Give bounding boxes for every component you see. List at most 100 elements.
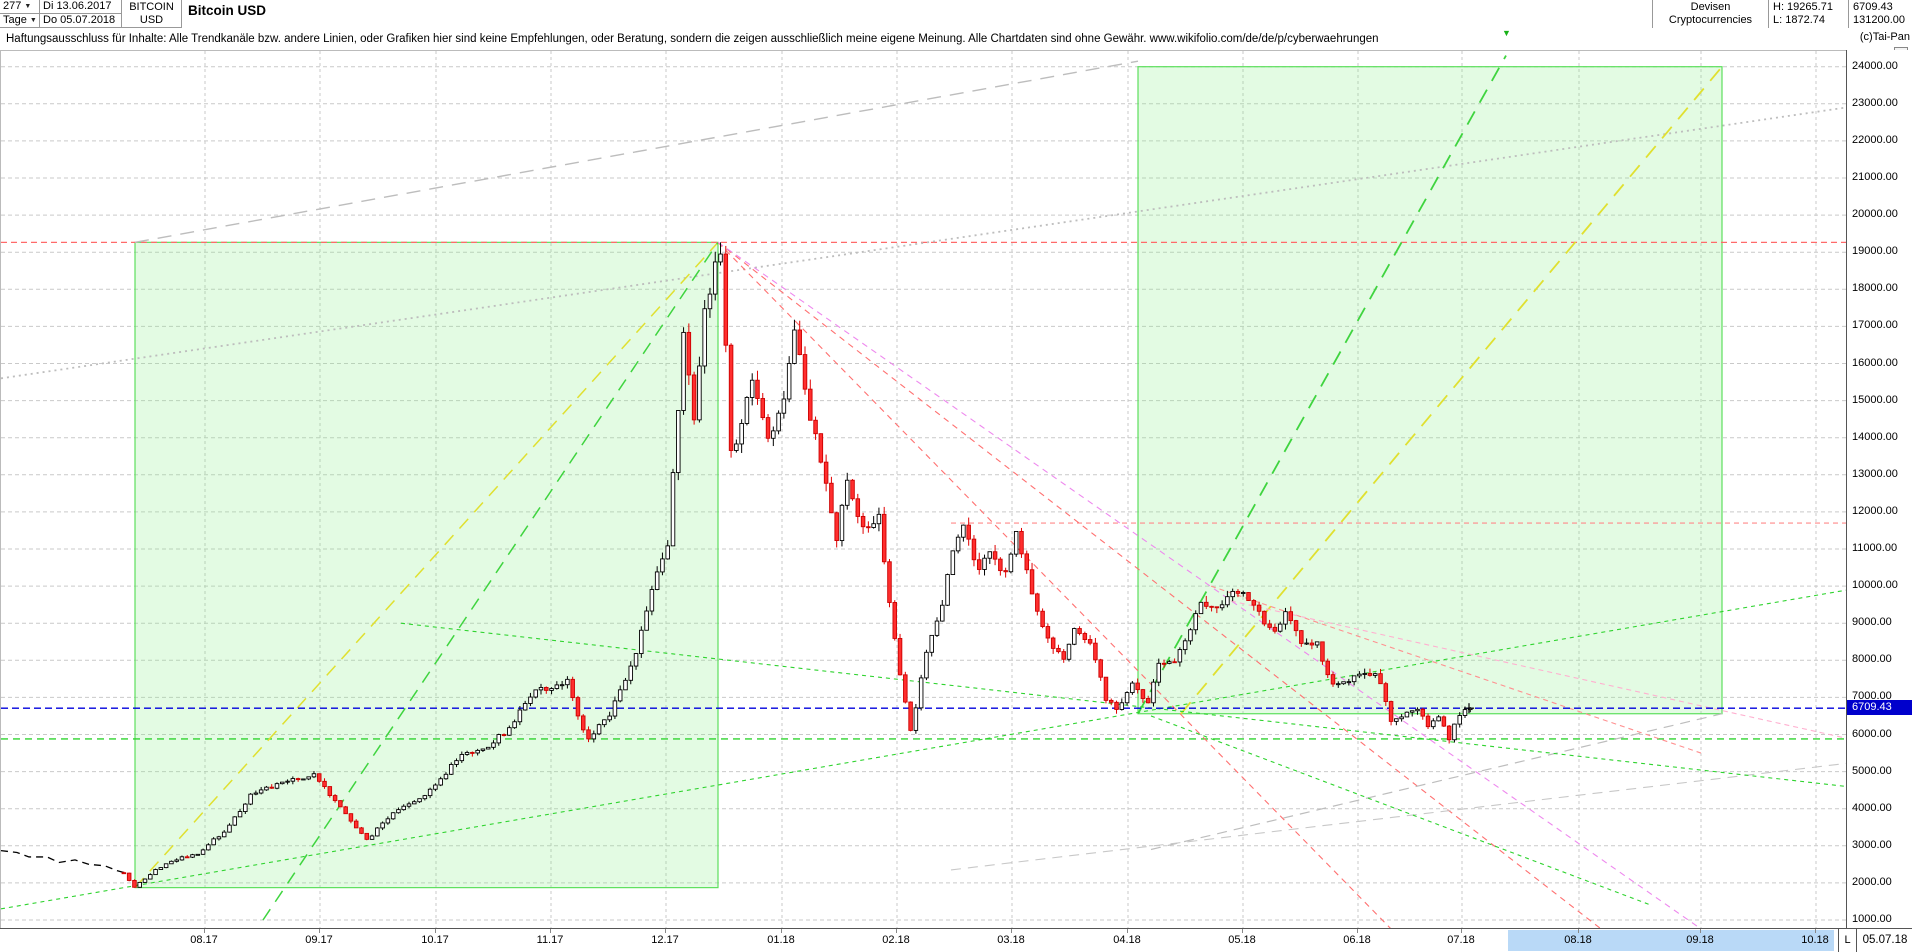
- price-axis-label: 24000.00: [1852, 59, 1898, 72]
- candle-body: [459, 754, 465, 762]
- gray-lower-1: [1150, 713, 1723, 851]
- price-axis-label: 8000.00: [1852, 653, 1892, 666]
- date-from-field[interactable]: Di 13.06.2017: [40, 0, 122, 14]
- candle-body: [1457, 715, 1462, 725]
- date-axis-selection[interactable]: [1508, 930, 1834, 951]
- candle-body: [448, 764, 454, 775]
- candle-body: [623, 679, 628, 691]
- candle-body: [1077, 628, 1082, 634]
- candle-body: [1140, 689, 1146, 699]
- candle-body: [195, 853, 201, 856]
- magenta-fan: [717, 241, 1702, 930]
- candle-body: [665, 545, 670, 560]
- date-axis-tick: [1011, 929, 1012, 933]
- date-axis-tick: [896, 929, 897, 933]
- candle-body: [686, 331, 692, 376]
- page-title: Bitcoin USD: [188, 3, 267, 18]
- candle-body: [781, 398, 787, 414]
- candle-body: [992, 551, 998, 560]
- date-axis-label: 06.18: [1343, 934, 1371, 946]
- gray-channel-upper: [134, 60, 1139, 244]
- candle-body: [628, 665, 634, 681]
- candle-body: [976, 559, 982, 570]
- pre-data-line: [0, 849, 126, 874]
- candle-body: [1193, 613, 1198, 631]
- quote-cell: 6709.43 131200.00: [1848, 0, 1912, 28]
- period-dropdown[interactable]: Tage ▼: [0, 14, 40, 28]
- chart-area[interactable]: [0, 50, 1847, 930]
- candle-body: [1446, 725, 1452, 741]
- candle-body: [174, 859, 179, 862]
- candlestick-chart[interactable]: [0, 51, 1847, 930]
- candle-body: [280, 781, 285, 785]
- candle-body: [274, 783, 280, 789]
- candle-body: [559, 684, 565, 687]
- price-axis[interactable]: 24000.00 23000.00 22000.00 21000.00 20000.00…: [1846, 50, 1912, 928]
- date-to-field[interactable]: Do 05.07.2018: [40, 14, 122, 28]
- selection-start-marker: ▼: [1502, 28, 1511, 38]
- candle-body: [1388, 701, 1394, 722]
- candle-body: [602, 719, 607, 726]
- second-value: 131200.00: [1853, 14, 1905, 26]
- candle-body: [918, 677, 924, 709]
- candle-body: [844, 479, 850, 506]
- candle-body: [549, 688, 554, 691]
- high-value: H: 19265.71: [1773, 1, 1833, 13]
- candle-body: [332, 795, 338, 802]
- candle-body: [507, 727, 512, 736]
- candle-body: [485, 746, 491, 750]
- candle-body: [1056, 647, 1061, 653]
- candle-body: [132, 880, 137, 888]
- candle-body: [1262, 610, 1267, 625]
- high-low-cell: H: 19265.71 L: 1872.74: [1768, 0, 1848, 28]
- bars-count-dropdown[interactable]: 277 ▼: [0, 0, 40, 14]
- candle-body: [871, 523, 876, 528]
- candle-body: [1383, 683, 1389, 702]
- candle-body: [1256, 604, 1262, 612]
- date-axis-label: 08.17: [190, 934, 218, 946]
- candle-body: [1431, 720, 1436, 728]
- candle-body: [797, 329, 802, 356]
- price-axis-label: 2000.00: [1852, 875, 1892, 888]
- candle-body: [712, 261, 718, 295]
- date-axis-tick: [204, 929, 205, 933]
- candle-body: [396, 809, 401, 814]
- candle-body: [322, 780, 327, 788]
- date-axis-label: 04.18: [1113, 934, 1141, 946]
- candle-body: [216, 836, 222, 840]
- price-axis-label: 1000.00: [1852, 913, 1892, 925]
- candle-body: [184, 856, 190, 859]
- candle-body: [792, 329, 797, 364]
- candle-body: [179, 856, 185, 861]
- candle-body: [1277, 623, 1283, 632]
- candle-body: [1309, 642, 1315, 646]
- candle-body: [866, 526, 871, 529]
- candle-body: [269, 786, 274, 789]
- candle-body: [433, 784, 438, 790]
- candle-body: [163, 863, 169, 869]
- candle-body: [353, 820, 359, 829]
- candle-body: [1161, 662, 1167, 665]
- date-axis-label: 12.17: [651, 934, 679, 946]
- price-axis-label: 12000.00: [1852, 504, 1898, 517]
- date-axis-label: 03.18: [997, 934, 1025, 946]
- candle-body: [823, 461, 829, 484]
- candle-body: [644, 610, 649, 631]
- candle-body: [158, 867, 164, 870]
- candle-body: [401, 805, 406, 811]
- candle-body: [1362, 673, 1367, 675]
- candle-body: [1240, 592, 1246, 594]
- date-axis-tick: [1461, 929, 1462, 933]
- candle-body: [1420, 708, 1426, 717]
- candle-body: [221, 831, 227, 838]
- market-line1: Devisen: [1690, 1, 1731, 13]
- price-axis-label: 10000.00: [1852, 579, 1898, 592]
- candle-body: [1219, 604, 1225, 609]
- candle-body: [1098, 659, 1103, 678]
- candle-body: [1087, 639, 1093, 644]
- date-axis[interactable]: 08.17 09.17 10.17 11.17 12.17 01.18 02.18 03.18…: [0, 928, 1912, 952]
- price-axis-label: 19000.00: [1852, 245, 1898, 258]
- candle-body: [1167, 661, 1172, 664]
- candle-body: [776, 412, 781, 432]
- candle-body: [945, 574, 950, 606]
